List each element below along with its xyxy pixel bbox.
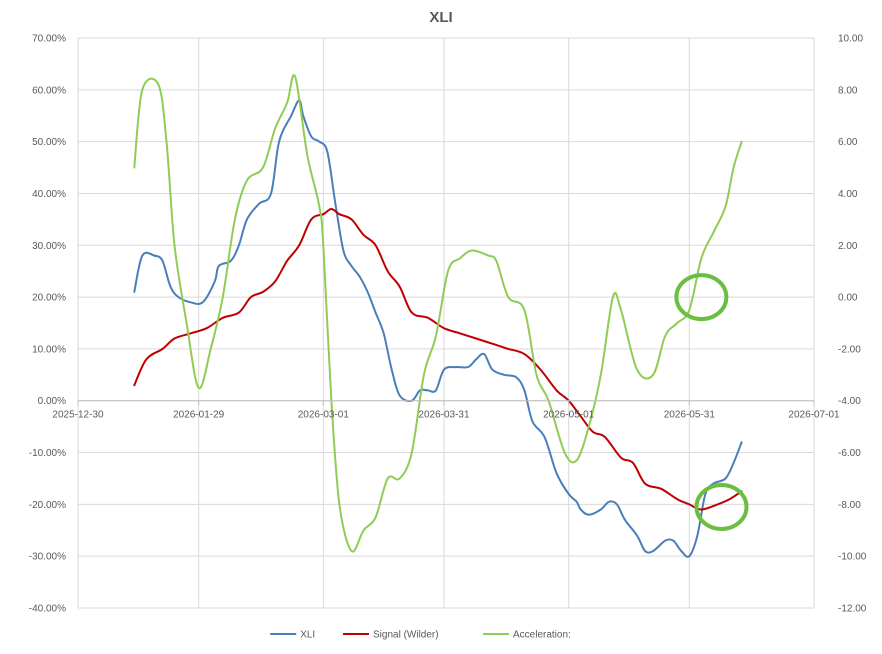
right-axis-tick-label: -4.00 bbox=[838, 396, 861, 407]
right-axis-tick-label: -2.00 bbox=[838, 344, 861, 355]
series-line-acceleration bbox=[133, 74, 743, 553]
right-axis-tick-label: 0.00 bbox=[838, 293, 858, 304]
legend-label: XLI bbox=[300, 630, 315, 641]
right-axis-tick-label: -8.00 bbox=[838, 500, 861, 511]
x-axis-tick-label: 2025-12-30 bbox=[52, 410, 104, 421]
left-axis-tick-label: 30.00% bbox=[32, 241, 66, 252]
gridlines bbox=[78, 37, 814, 609]
right-axis-tick-label: 8.00 bbox=[838, 85, 858, 96]
left-axis-tick-label: 0.00% bbox=[38, 396, 66, 407]
left-axis-tick-label: 70.00% bbox=[32, 34, 66, 45]
annotation-circles bbox=[674, 273, 749, 531]
right-axis-tick-label: 2.00 bbox=[838, 241, 858, 252]
axes: 70.00% 10.00 60.00% 8.00 50.00% 6.00 40.00% 4.0… bbox=[29, 34, 867, 615]
series-line-xli bbox=[133, 99, 743, 558]
x-axis-tick-label: 2026-01-29 bbox=[173, 410, 225, 421]
x-axis-tick-label: 2026-03-31 bbox=[418, 410, 470, 421]
annotation-circle bbox=[674, 273, 729, 322]
right-axis-tick-label: -10.00 bbox=[838, 552, 867, 563]
plot-series bbox=[133, 74, 743, 558]
left-axis-tick-label: -40.00% bbox=[29, 604, 66, 615]
left-axis-tick-label: 50.00% bbox=[32, 137, 66, 148]
x-axis-tick-label: 2026-05-01 bbox=[543, 410, 595, 421]
chart-title: XLI bbox=[429, 9, 452, 26]
series-line-signal-wilder bbox=[133, 208, 743, 511]
left-axis-tick-label: 10.00% bbox=[32, 344, 66, 355]
legend-label: Acceleration: bbox=[513, 630, 571, 641]
x-axis-tick-label: 2026-05-31 bbox=[664, 410, 716, 421]
legend-label: Signal (Wilder) bbox=[373, 630, 439, 641]
annotation-circle bbox=[694, 482, 749, 531]
left-axis-tick-label: -20.00% bbox=[29, 500, 66, 511]
left-axis-tick-label: 20.00% bbox=[32, 293, 66, 304]
right-axis-tick-label: 10.00 bbox=[838, 34, 863, 45]
left-axis-tick-label: 60.00% bbox=[32, 85, 66, 96]
right-axis-tick-label: 4.00 bbox=[838, 189, 858, 200]
legend: XLI Signal (Wilder) Acceleration: bbox=[270, 630, 571, 641]
x-axis-tick-label: 2026-07-01 bbox=[788, 410, 840, 421]
right-axis-tick-label: 6.00 bbox=[838, 137, 858, 148]
right-axis-tick-label: -6.00 bbox=[838, 448, 861, 459]
left-axis-tick-label: -30.00% bbox=[29, 552, 66, 563]
left-axis-tick-label: 40.00% bbox=[32, 189, 66, 200]
x-axis-tick-label: 2026-03-01 bbox=[298, 410, 350, 421]
right-axis-tick-label: -12.00 bbox=[838, 604, 867, 615]
left-axis-tick-label: -10.00% bbox=[29, 448, 66, 459]
